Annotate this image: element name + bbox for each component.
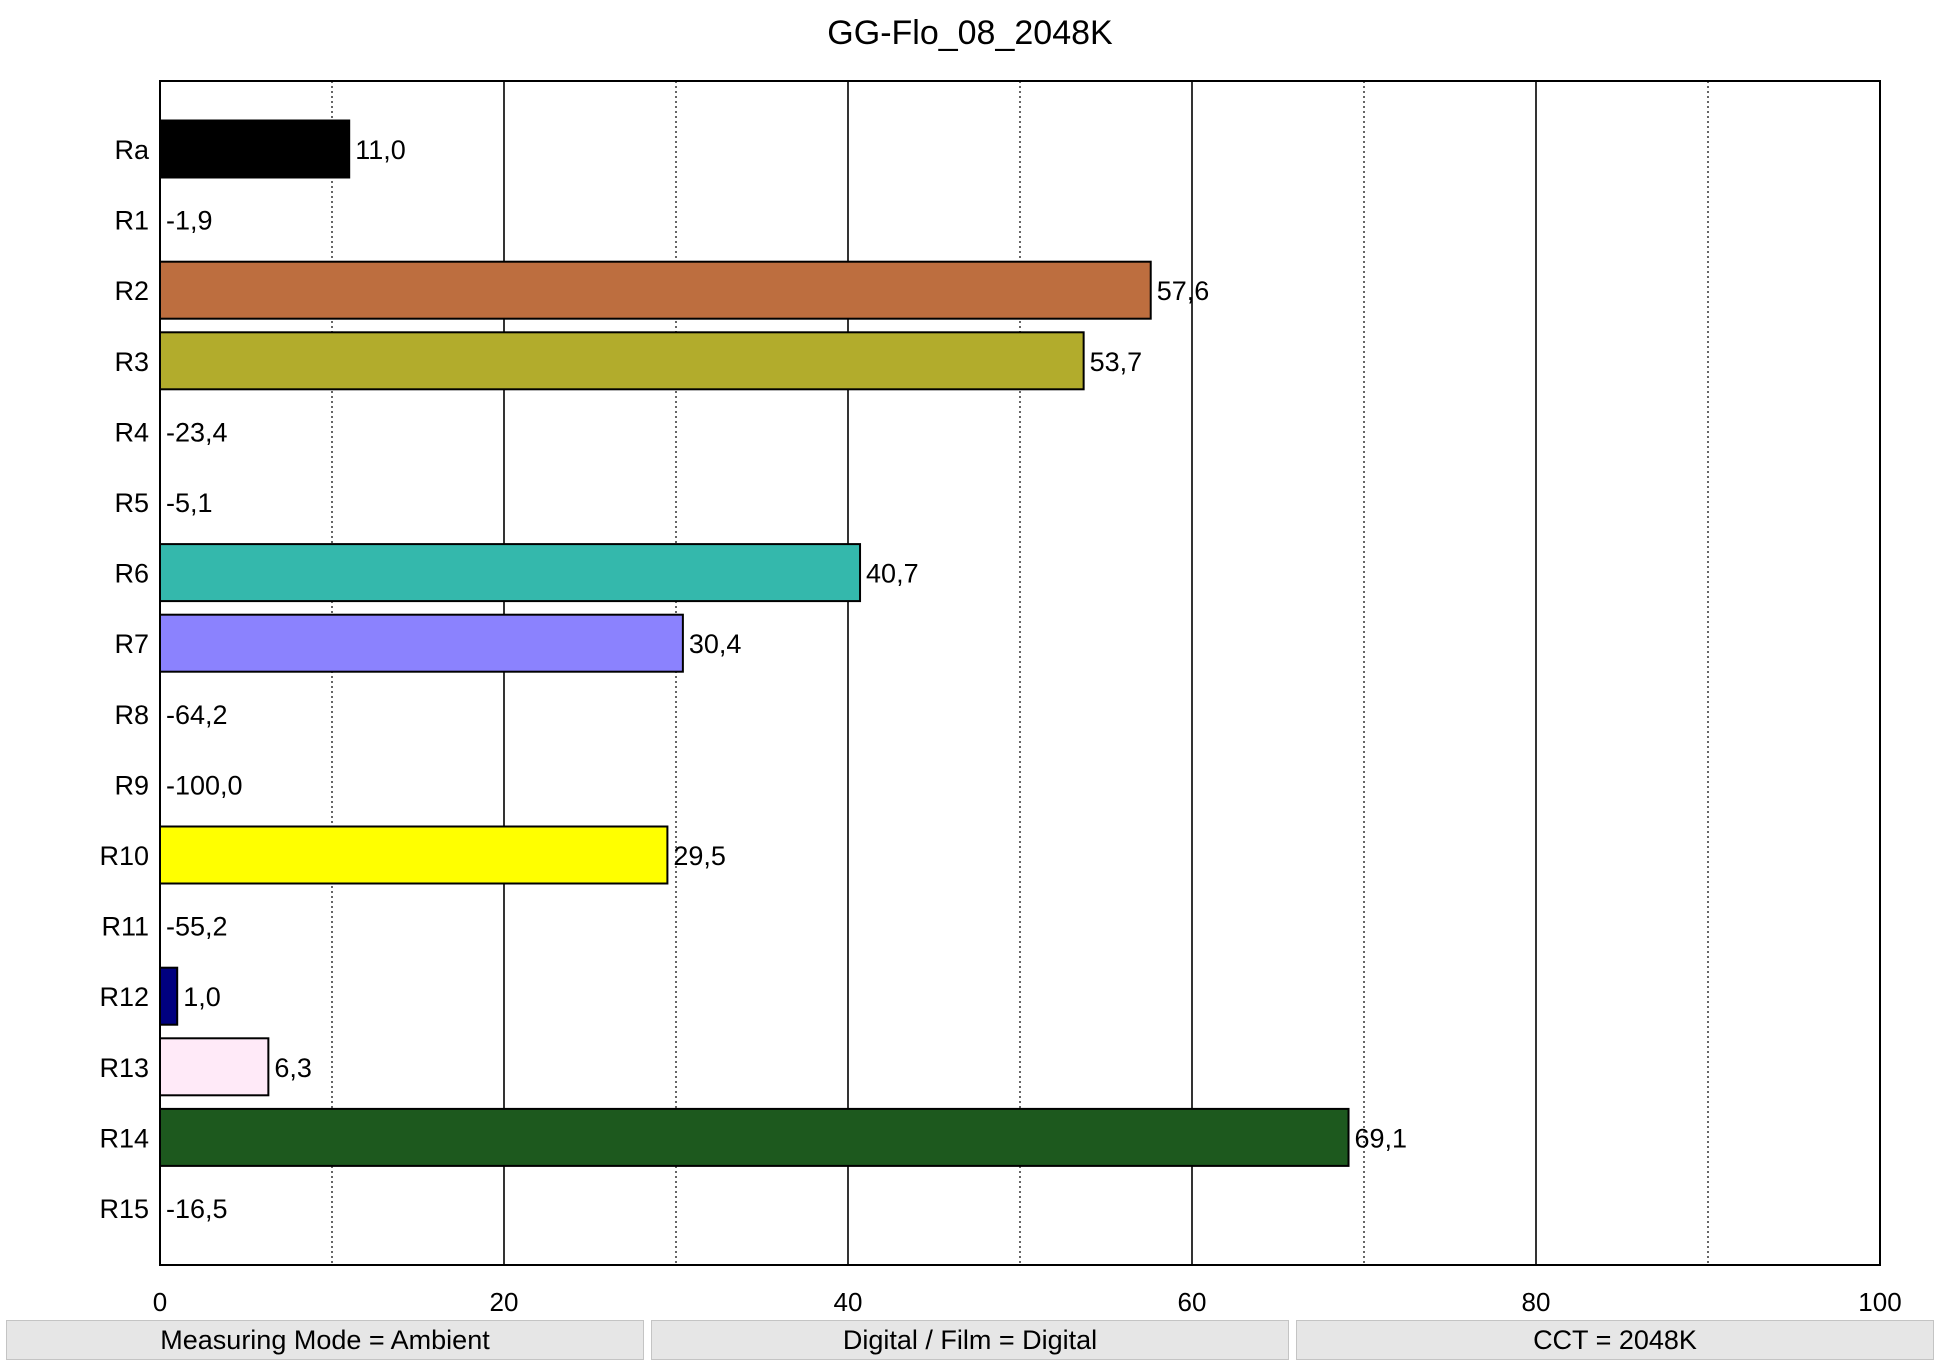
value-label: -23,4: [166, 417, 228, 447]
x-tick-label: 20: [490, 1287, 519, 1317]
chart-title: GG-Flo_08_2048K: [827, 14, 1113, 52]
category-label: R10: [99, 841, 149, 871]
category-label: R14: [99, 1123, 149, 1153]
bar-layer: [159, 119, 1350, 1167]
value-label: 57,6: [1157, 276, 1210, 306]
value-label: 40,7: [866, 559, 919, 589]
category-label: R4: [114, 417, 149, 447]
x-tick-label: 60: [1178, 1287, 1207, 1317]
value-label: 30,4: [689, 629, 742, 659]
value-label: -5,1: [166, 488, 213, 518]
value-label: -16,5: [166, 1194, 228, 1224]
category-label: R6: [114, 559, 149, 589]
bar: [159, 613, 684, 673]
label-layer: Ra 11,0 R1 -1,9 R2 57,6 R3 53,7 R4 -23,4 R5 -5,1 R6 4…: [99, 135, 1407, 1224]
x-axis-ticks: 0 20 40 60 80 100: [153, 1287, 1902, 1317]
category-label: R1: [114, 206, 149, 236]
category-label: R9: [114, 770, 149, 800]
category-label: R15: [99, 1194, 149, 1224]
category-label: Ra: [114, 135, 149, 165]
value-label: 1,0: [183, 982, 221, 1012]
bar: [159, 1037, 270, 1097]
category-label: R7: [114, 629, 149, 659]
measuring-mode-status: Measuring Mode = Ambient: [6, 1320, 644, 1360]
category-label: R8: [114, 700, 149, 730]
category-label: R13: [99, 1053, 149, 1083]
value-label: -1,9: [166, 206, 213, 236]
value-label: 69,1: [1355, 1123, 1408, 1153]
value-label: -64,2: [166, 700, 228, 730]
plot-frame: [159, 80, 1881, 1266]
x-tick-label: 100: [1858, 1287, 1901, 1317]
x-tick-label: 0: [153, 1287, 167, 1317]
bar: [159, 1107, 1350, 1167]
bar: [159, 119, 351, 179]
value-label: 29,5: [673, 841, 726, 871]
category-label: R11: [101, 912, 149, 942]
category-label: R2: [114, 276, 149, 306]
bar: [159, 825, 669, 885]
bar: [159, 966, 179, 1026]
value-label: 53,7: [1090, 347, 1143, 377]
category-label: R3: [114, 347, 149, 377]
cct-status: CCT = 2048K: [1296, 1320, 1934, 1360]
value-label: -55,2: [166, 912, 228, 942]
grid-layer: [331, 81, 1709, 1265]
value-label: 6,3: [274, 1053, 312, 1083]
bar: [159, 543, 862, 603]
bar: [159, 260, 1152, 320]
category-label: R5: [114, 488, 149, 518]
digital-film-status: Digital / Film = Digital: [651, 1320, 1289, 1360]
x-tick-label: 40: [834, 1287, 863, 1317]
value-label: 11,0: [355, 135, 406, 165]
value-label: -100,0: [166, 770, 243, 800]
category-label: R12: [99, 982, 149, 1012]
bar: [159, 331, 1085, 391]
x-tick-label: 80: [1522, 1287, 1551, 1317]
